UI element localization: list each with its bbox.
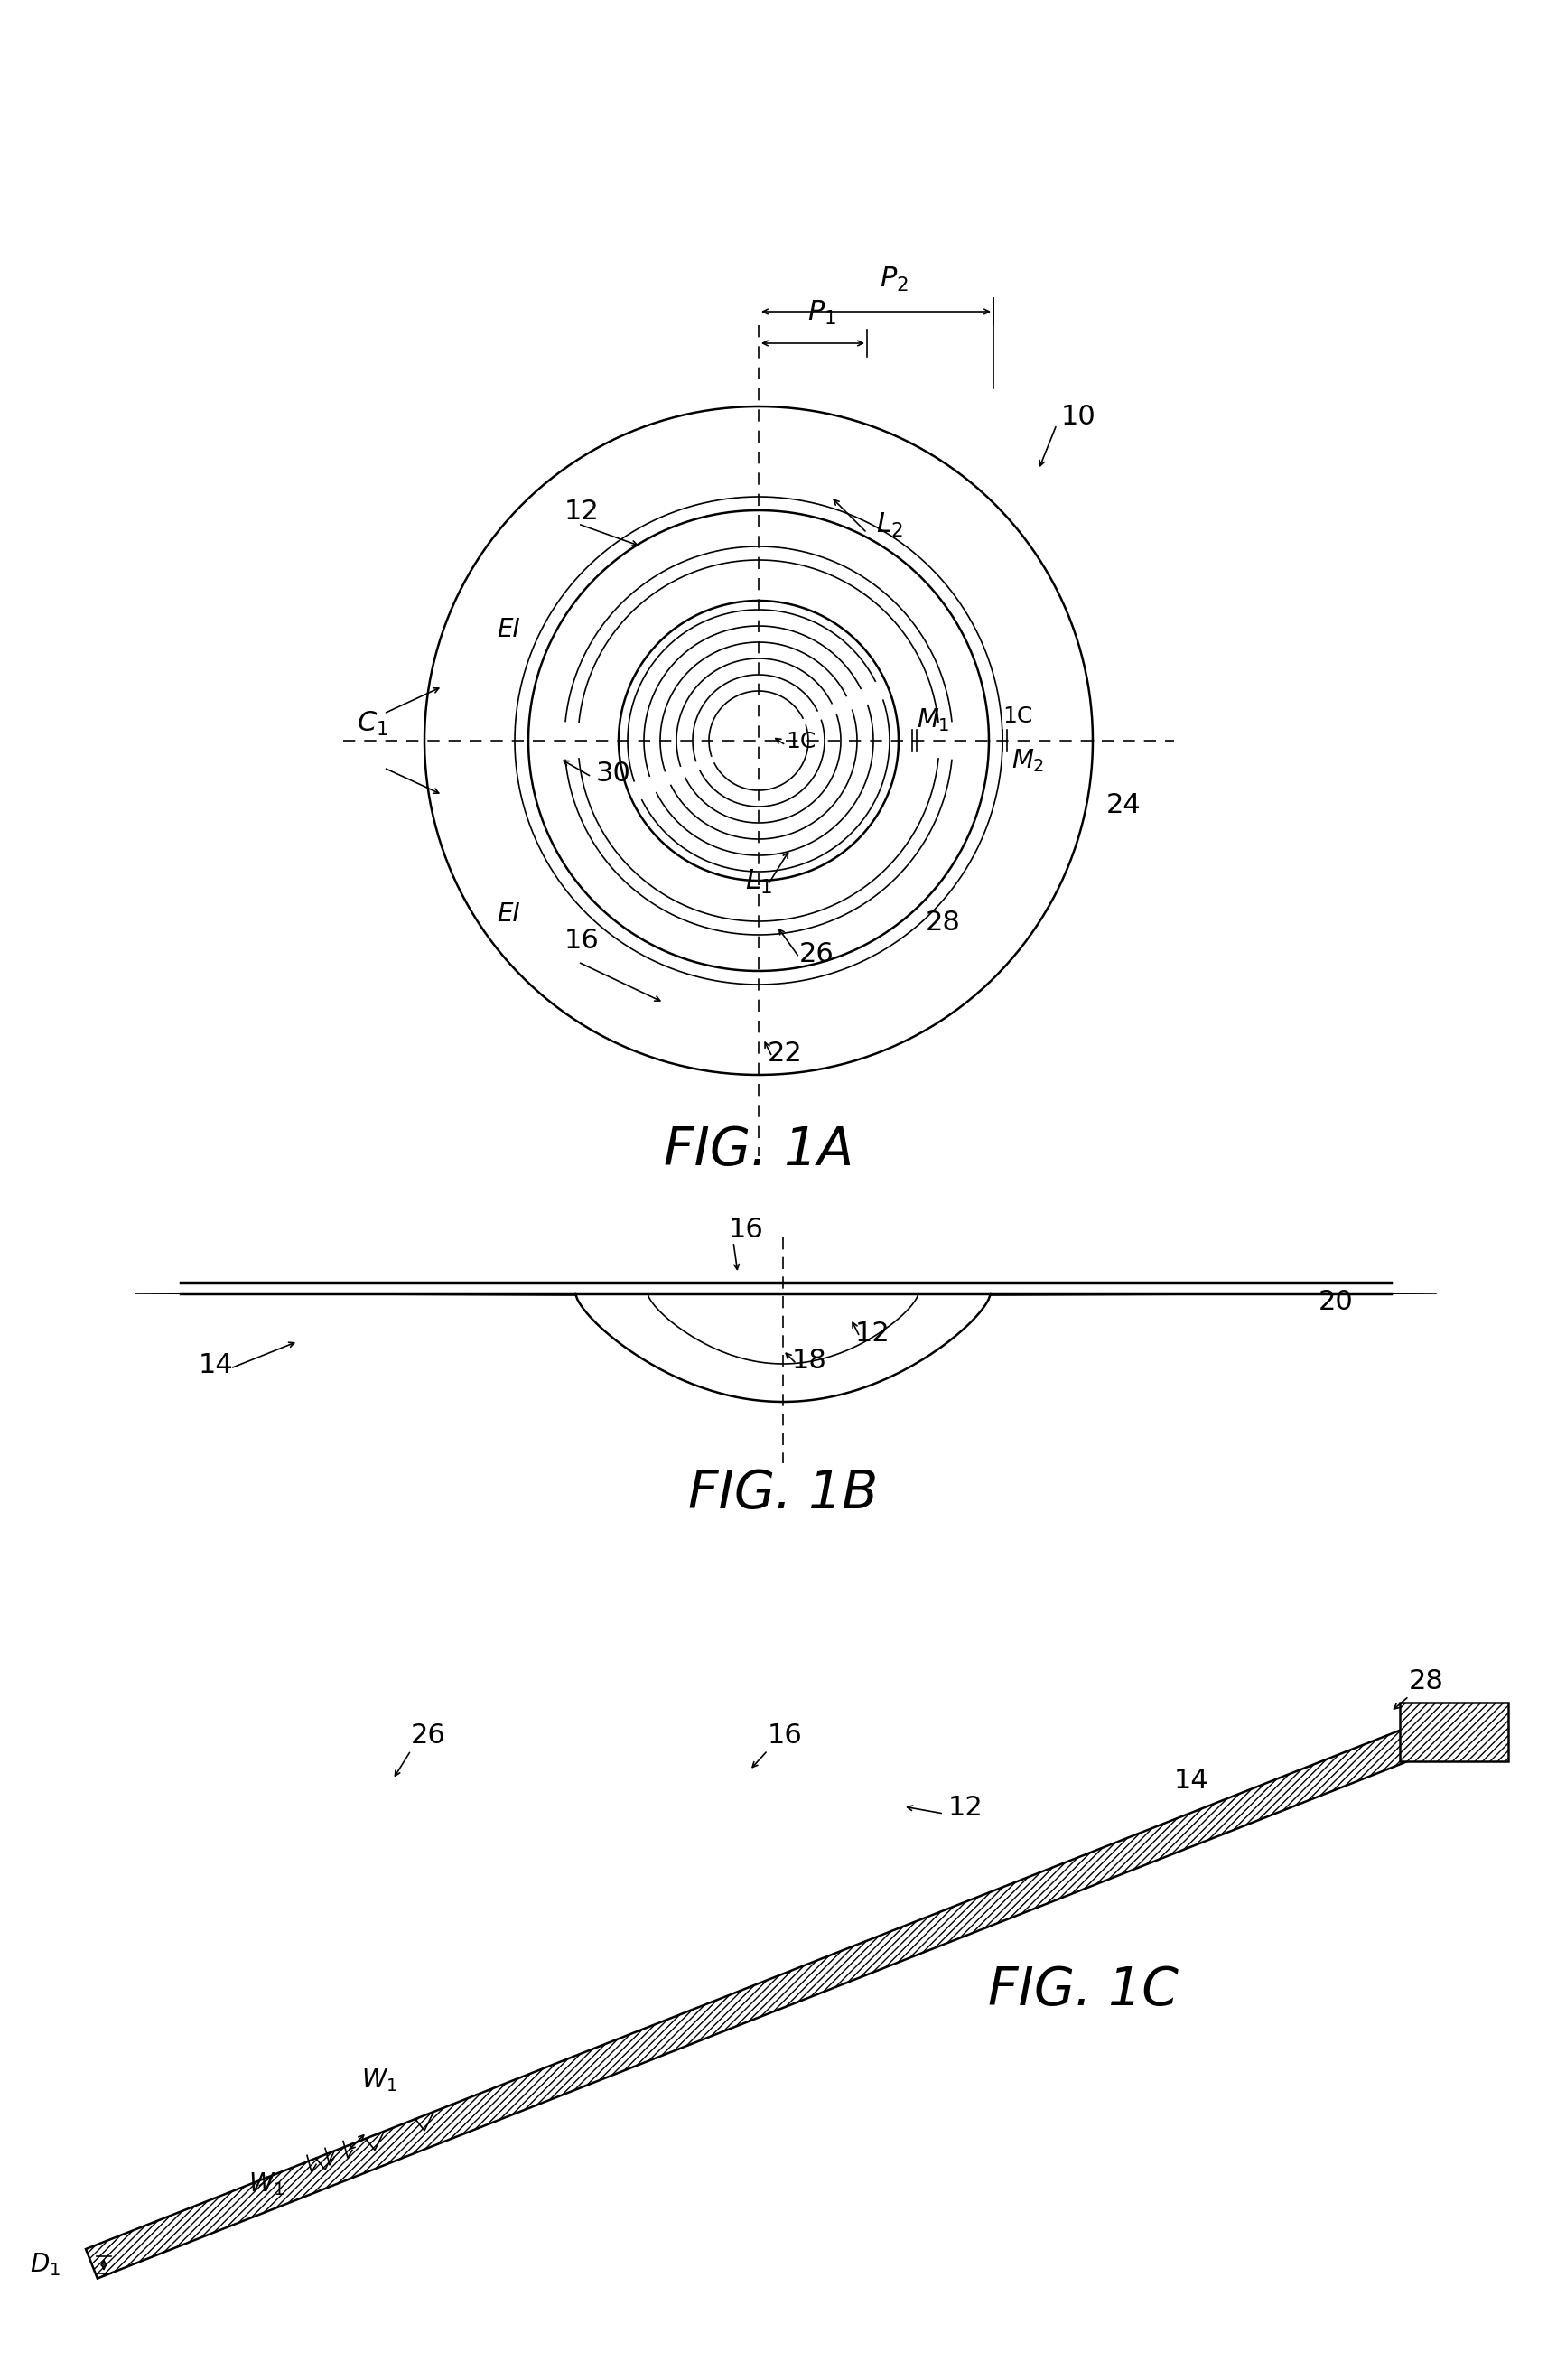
Text: 12: 12 [949, 1795, 983, 1821]
Text: 16: 16 [728, 1216, 764, 1242]
Text: $L_1$: $L_1$ [745, 869, 772, 897]
Text: 24: 24 [1106, 793, 1142, 819]
Text: 26: 26 [799, 940, 835, 966]
Text: $W_1$: $W_1$ [362, 2068, 398, 2094]
Text: 12: 12 [855, 1321, 889, 1347]
Polygon shape [1400, 1702, 1508, 1761]
Text: 10: 10 [1062, 405, 1096, 431]
Text: 14: 14 [199, 1352, 233, 1378]
Text: 26: 26 [410, 1723, 446, 1749]
Text: 28: 28 [1409, 1668, 1444, 1695]
Text: 12: 12 [564, 497, 600, 524]
Text: 14: 14 [1174, 1768, 1209, 1795]
Text: 1C: 1C [786, 731, 816, 752]
Text: FIG. 1B: FIG. 1B [687, 1468, 879, 1518]
Text: FIG. 1A: FIG. 1A [664, 1123, 853, 1176]
Text: $M_1$: $M_1$ [916, 707, 949, 733]
Text: 1C: 1C [1002, 704, 1032, 728]
Text: $D_1$: $D_1$ [30, 2251, 61, 2278]
Text: EI: EI [496, 616, 520, 643]
Text: $C_1$: $C_1$ [357, 709, 388, 738]
Text: 18: 18 [792, 1347, 827, 1373]
Text: EI: EI [496, 902, 520, 926]
Text: $W_1$: $W_1$ [249, 2171, 285, 2197]
Text: $P_2$: $P_2$ [880, 267, 908, 293]
Text: 16: 16 [564, 928, 600, 954]
Text: $L_2$: $L_2$ [875, 512, 904, 540]
Text: 30: 30 [597, 762, 631, 788]
Polygon shape [86, 1716, 1447, 2278]
Text: 20: 20 [1319, 1290, 1353, 1316]
Text: 22: 22 [767, 1040, 803, 1066]
Text: $M_2$: $M_2$ [1012, 747, 1045, 774]
Text: FIG. 1C: FIG. 1C [988, 1964, 1179, 2016]
Text: 16: 16 [767, 1723, 803, 1749]
Text: 28: 28 [926, 909, 962, 935]
Text: $P_1$: $P_1$ [808, 300, 836, 326]
